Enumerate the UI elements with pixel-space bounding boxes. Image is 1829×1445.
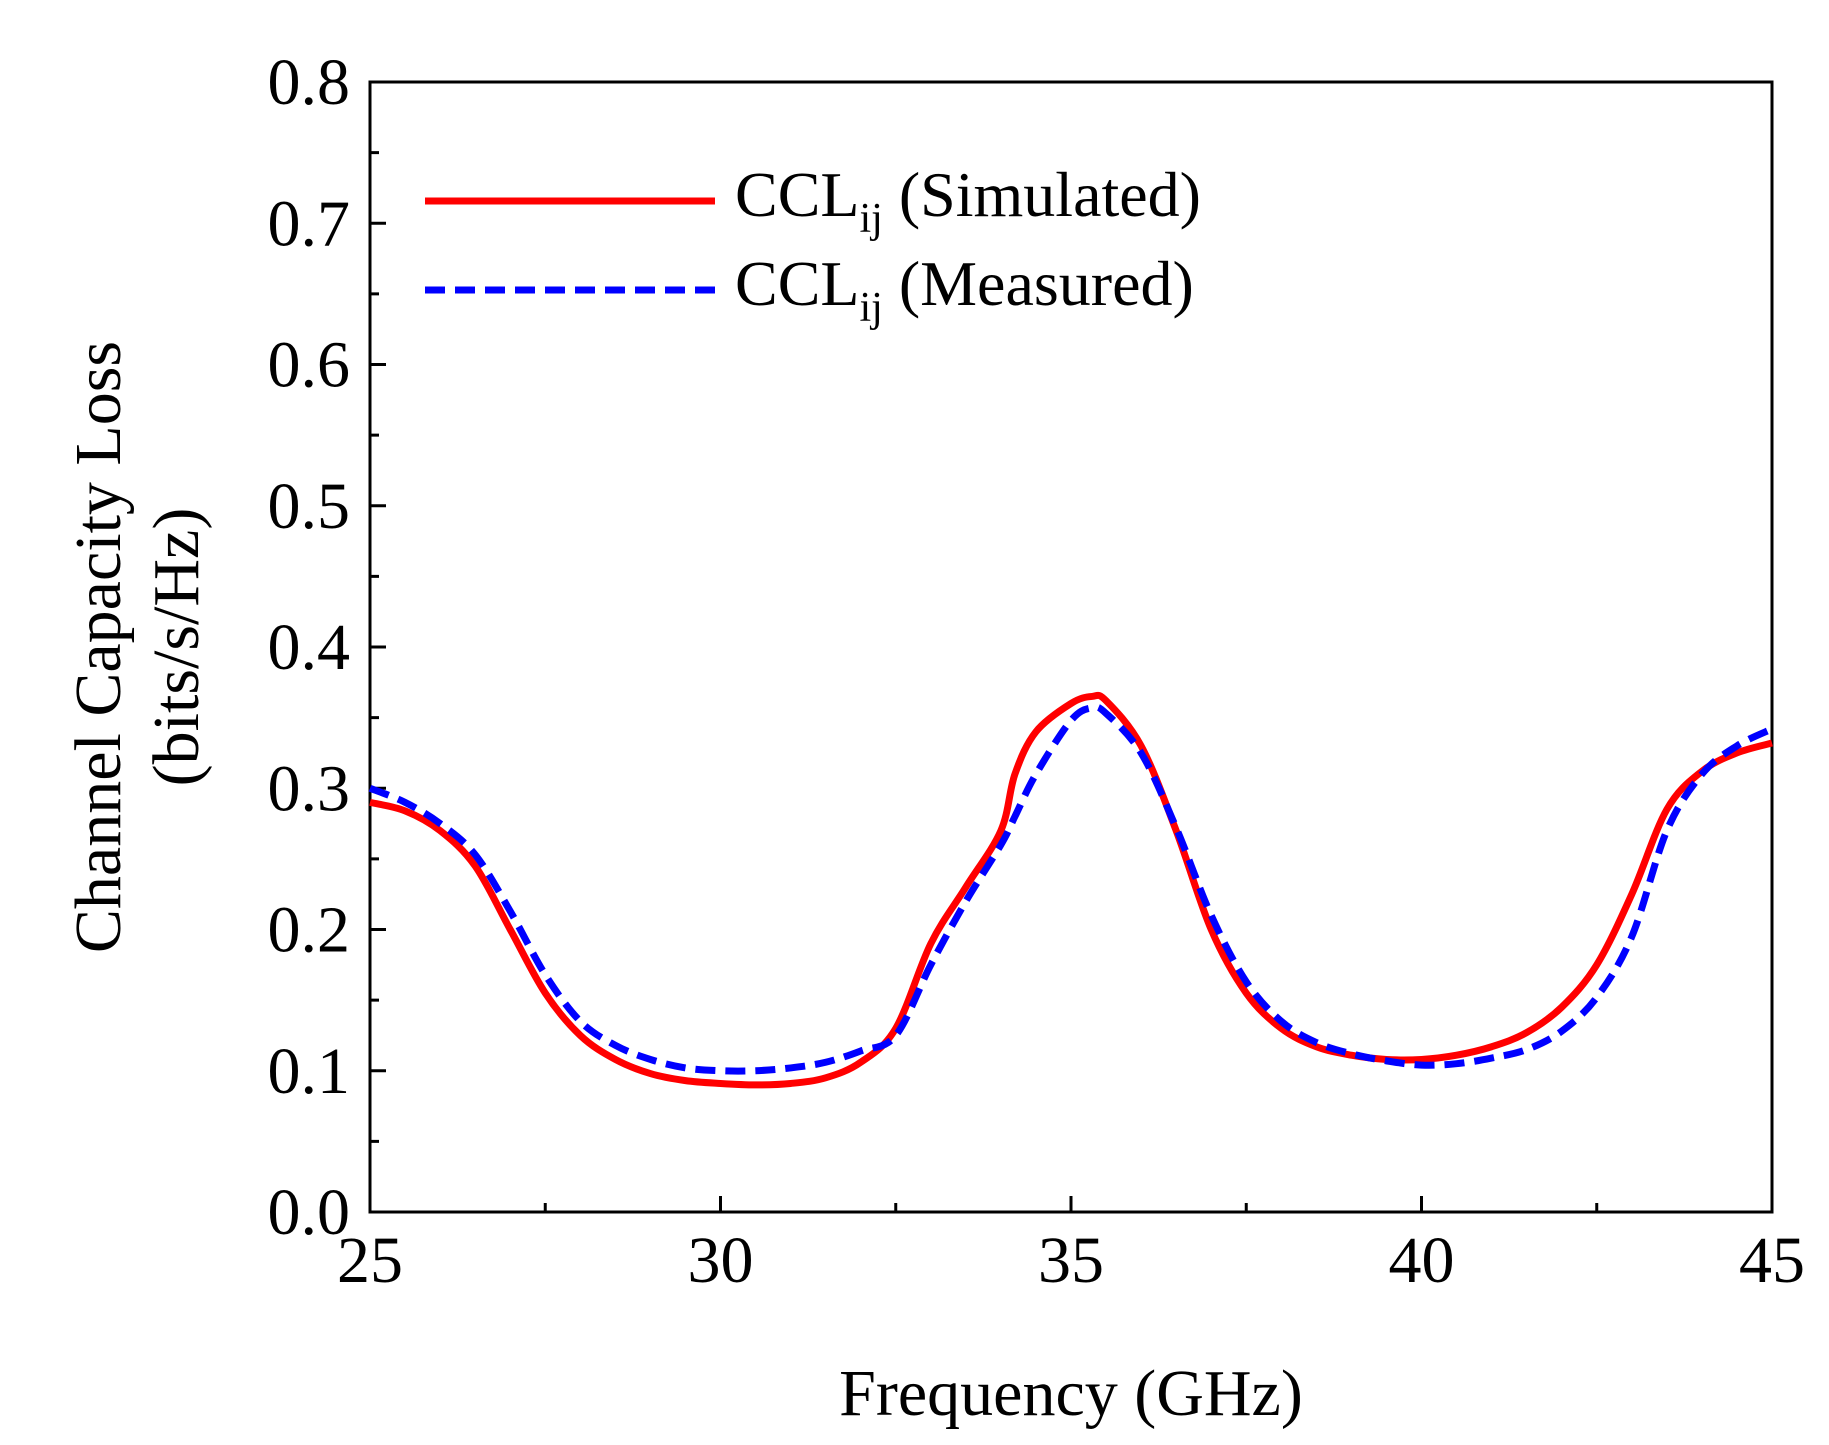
y-tick-label: 0.8 [268, 46, 351, 119]
series-line-simulated [369, 691, 1773, 1089]
x-tick-label: 35 [1038, 1224, 1104, 1297]
legend-name-simulated: CCL [735, 159, 859, 230]
legend-subscript-measured: ij [859, 285, 882, 331]
legend-label-simulated: CCLij (Simulated) [735, 159, 1201, 242]
x-axis-title: Frequency (GHz) [839, 1357, 1303, 1430]
y-tick-label: 0.1 [268, 1035, 351, 1108]
x-tick-label: 30 [688, 1224, 754, 1297]
series-lines [368, 691, 1774, 1089]
series-line-measured [368, 703, 1774, 1075]
axis-ticks [368, 80, 1774, 1214]
x-tick-label: 25 [337, 1224, 403, 1297]
y-tick-label: 0.7 [268, 187, 351, 260]
y-axis-title-line1: Channel Capacity Loss [62, 341, 135, 953]
legend-suffix-simulated: (Simulated) [883, 159, 1201, 230]
legend-label-measured: CCLij (Measured) [735, 248, 1194, 331]
x-tick-label: 40 [1389, 1224, 1455, 1297]
legend: CCLij (Simulated) CCLij (Measured) [425, 159, 1201, 331]
y-tick-label: 0.2 [268, 894, 351, 967]
y-tick-label: 0.0 [268, 1176, 351, 1249]
legend-suffix-measured: (Measured) [883, 248, 1194, 319]
y-axis-title: Channel Capacity Loss (bits/s/Hz) [62, 341, 213, 953]
y-tick-label: 0.6 [268, 329, 351, 402]
legend-subscript-simulated: ij [859, 196, 882, 242]
y-tick-label: 0.4 [268, 611, 351, 684]
y-tick-label: 0.5 [268, 470, 351, 543]
y-axis-title-line2: (bits/s/Hz) [140, 508, 213, 787]
tick-labels: 25 30 35 40 45 0.0 0.1 0.2 0.3 0.4 0.5 0.6 0.7 0.8 [268, 46, 1806, 1297]
y-tick-label: 0.3 [268, 752, 351, 825]
x-tick-label: 45 [1739, 1224, 1805, 1297]
legend-name-measured: CCL [735, 248, 859, 319]
